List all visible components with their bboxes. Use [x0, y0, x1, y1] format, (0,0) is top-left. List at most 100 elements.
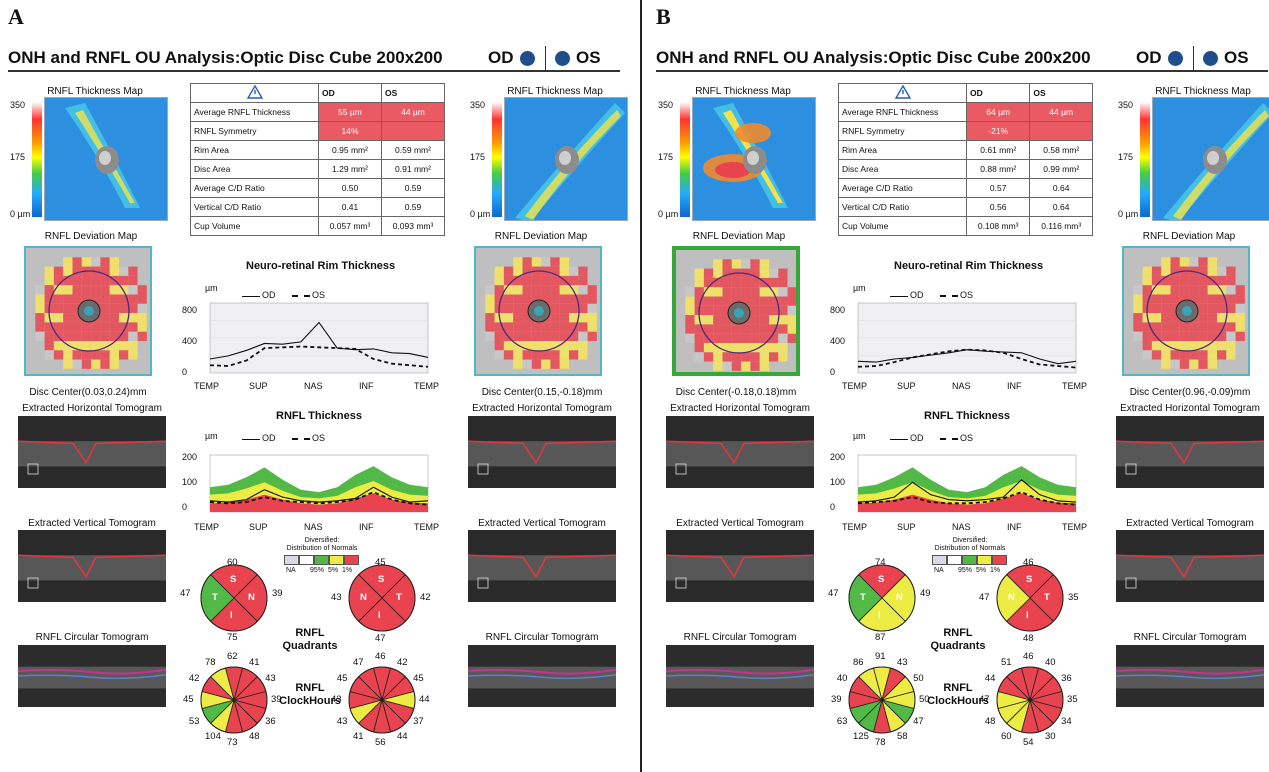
- deviation-map-label-os: RNFL Deviation Map: [1142, 231, 1236, 242]
- clockhour-value: 62: [227, 651, 238, 662]
- od-value: 0.108 mm³: [965, 216, 1031, 236]
- disc-center-od: Disc Center(0.03,0.24)mm: [29, 387, 147, 398]
- disc-center-os: Disc Center(0.96,-0.09)mm: [1129, 387, 1251, 398]
- os-quadrant-t: 35: [1068, 592, 1079, 603]
- horizontal-tomogram-os: [468, 416, 616, 488]
- od-value: 0.57: [965, 178, 1031, 198]
- clockhour-value: 48: [984, 715, 996, 727]
- os-value: 0.64: [1029, 178, 1093, 198]
- legend-swatch: [284, 555, 299, 565]
- table-header-row: OD OS: [190, 83, 445, 103]
- rnfl-chart-title: RNFL Thickness: [924, 410, 1010, 422]
- clockhour-value: 34: [1061, 715, 1072, 727]
- clockhour-value: 42: [397, 656, 408, 668]
- os-value: 0.91 mm²: [381, 159, 445, 179]
- quadrant-letter: I: [878, 610, 881, 621]
- clockhour-value: 53: [188, 715, 200, 727]
- quadrant-letter: T: [212, 592, 218, 603]
- os-legend-line: [940, 438, 958, 440]
- clockhour-value: 73: [227, 737, 238, 748]
- os-label: OS: [576, 48, 601, 67]
- table-row: Rim Area 0.95 mm² 0.59 mm²: [190, 140, 445, 160]
- od-value: 0.88 mm²: [965, 159, 1031, 179]
- vertical-tomogram-os: [468, 530, 616, 602]
- os-series-line: [209, 345, 429, 368]
- os-quadrant-t: 42: [420, 592, 431, 603]
- table-header-row: OD OS: [838, 83, 1093, 103]
- od-clockhour-chart: [848, 666, 916, 734]
- rnfl-ytick: 100: [830, 477, 846, 487]
- warning-cell: [838, 83, 967, 103]
- os-eye-label: OS: [555, 48, 601, 68]
- table-row: RNFL Symmetry 14%: [190, 121, 445, 141]
- quadrant-letter: S: [378, 574, 385, 585]
- scale-mid-label: 175: [470, 152, 486, 162]
- quadrant-letter: T: [396, 592, 402, 603]
- quadrant-letter: T: [1044, 592, 1050, 603]
- row-label: Average RNFL Thickness: [190, 102, 319, 122]
- os-quadrant-n: 47: [979, 592, 990, 603]
- clockhour-value: 50: [919, 694, 930, 705]
- table-row: Rim Area 0.61 mm² 0.58 mm²: [838, 140, 1093, 160]
- rnfl-legend-od: OD: [910, 433, 924, 443]
- rnfl-xtick: INF: [1007, 522, 1022, 532]
- warning-triangle-icon: [894, 84, 911, 99]
- circular-tomogram-label-os: RNFL Circular Tomogram: [485, 632, 599, 643]
- rnfl-deviation-map-od: [24, 246, 152, 376]
- quadrant-letter: S: [878, 574, 885, 585]
- scale-mid-label: 175: [658, 152, 674, 162]
- od-legend-line: [242, 439, 260, 440]
- vertical-tomogram-label-os: Extracted Vertical Tomogram: [478, 518, 606, 529]
- clockhour-value: 44: [984, 672, 996, 684]
- panel-divider: [640, 0, 642, 772]
- quadrant-letter: I: [1026, 610, 1029, 621]
- os-eye-label: OS: [1203, 48, 1249, 68]
- rim-ytick: 800: [182, 305, 198, 315]
- deviation-map-label-od: RNFL Deviation Map: [692, 231, 786, 242]
- os-quadrant-s: 45: [375, 557, 386, 568]
- col-od-header: OD: [318, 83, 382, 103]
- deviation-map-label-od: RNFL Deviation Map: [44, 231, 138, 242]
- od-eye-icon: [1167, 50, 1183, 66]
- row-label: Rim Area: [190, 140, 319, 160]
- os-value: 44 µm: [1029, 102, 1093, 122]
- thickness-map-label-os: RNFL Thickness Map: [1155, 86, 1251, 97]
- horizontal-tomogram-label-os: Extracted Horizontal Tomogram: [472, 403, 612, 414]
- clockhour-value: 40: [1045, 656, 1056, 668]
- os-quadrant-i: 47: [375, 633, 386, 644]
- os-label: OS: [1224, 48, 1249, 67]
- legend-swatch: [947, 555, 962, 565]
- os-value: 0.59: [381, 197, 445, 217]
- clockhour-value: 40: [836, 672, 848, 684]
- legend-subtitle: Diversified:: [304, 537, 340, 544]
- od-series-line: [209, 486, 429, 503]
- rnfl-xtick: NAS: [952, 522, 971, 532]
- od-label: OD: [1136, 48, 1162, 67]
- rim-legend-od: OD: [262, 290, 276, 300]
- table-row: Average RNFL Thickness 55 µm 44 µm: [190, 102, 445, 122]
- od-clockhour-chart: [200, 666, 268, 734]
- panel-letter: B: [656, 4, 671, 29]
- os-quadrant-chart: [996, 564, 1064, 632]
- quadrant-letter: S: [1026, 574, 1033, 585]
- rim-chart-title: Neuro-retinal Rim Thickness: [894, 260, 1044, 272]
- clockhour-value: 47: [353, 656, 364, 668]
- clockhour-value: 86: [853, 656, 864, 668]
- scale-mid-label: 175: [1118, 152, 1134, 162]
- horizontal-tomogram-od: [666, 416, 814, 488]
- circular-tomogram-od: [18, 645, 166, 707]
- od-value: 14%: [318, 121, 382, 141]
- rnfl-legend-os: OS: [312, 433, 326, 443]
- rim-xtick: SUP: [897, 381, 916, 391]
- report-title: ONH and RNFL OU Analysis:Optic Disc Cube…: [656, 48, 1091, 67]
- rim-xtick: NAS: [952, 381, 971, 391]
- od-quadrant-n: 39: [272, 588, 283, 599]
- rim-xtick: INF: [1007, 381, 1022, 391]
- header-rule: [8, 70, 620, 72]
- clockhour-value: 47: [979, 694, 990, 705]
- legend-subtitle: Diversified:: [952, 537, 988, 544]
- table-row: Cup Volume 0.108 mm³ 0.116 mm³: [838, 216, 1093, 236]
- clockhour-value: 58: [897, 731, 908, 743]
- row-label: RNFL Symmetry: [838, 121, 967, 141]
- scale-min-label: 0 µm: [658, 209, 679, 219]
